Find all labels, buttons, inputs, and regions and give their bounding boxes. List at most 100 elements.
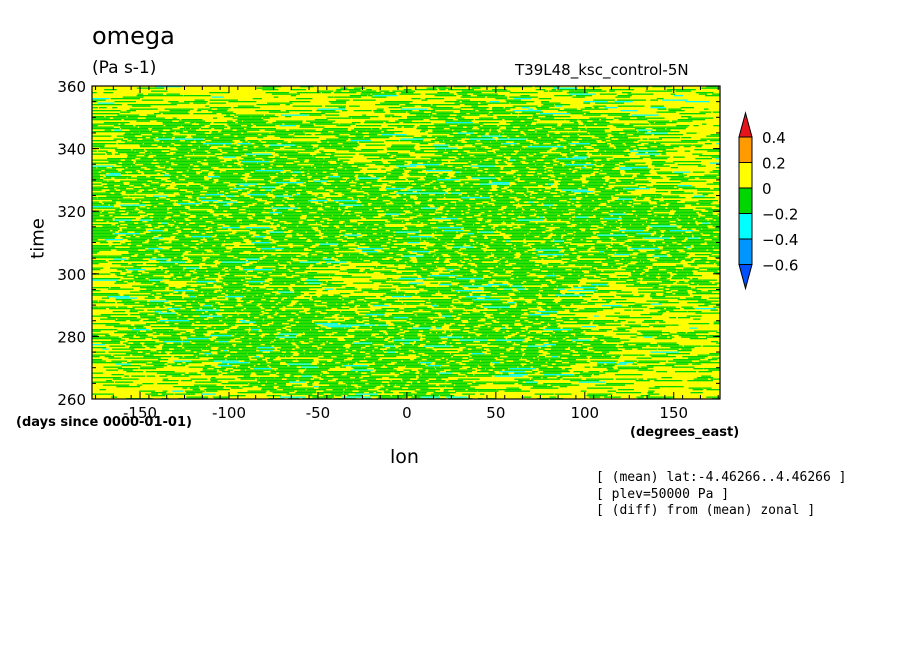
heatmap-streak <box>434 218 458 220</box>
heatmap-streak <box>545 240 551 242</box>
heatmap-streak <box>192 191 201 193</box>
heatmap-streak <box>178 233 202 235</box>
heatmap-streak <box>103 366 122 368</box>
heatmap-streak <box>391 185 421 187</box>
heatmap-streak <box>124 168 145 170</box>
heatmap-streak <box>637 149 666 151</box>
heatmap-streak <box>282 288 289 290</box>
heatmap-streak <box>597 209 627 211</box>
heatmap-streak <box>435 251 455 253</box>
heatmap-streak <box>497 230 522 232</box>
heatmap-streak <box>103 219 113 221</box>
heatmap-streak <box>493 195 499 197</box>
heatmap-streak <box>236 186 259 188</box>
heatmap-streak <box>332 342 352 344</box>
heatmap-streak <box>492 107 504 109</box>
heatmap-streak <box>509 137 538 139</box>
heatmap-streak <box>484 206 502 208</box>
heatmap-streak <box>684 278 690 280</box>
heatmap-streak <box>601 153 629 155</box>
heatmap-streak <box>386 171 405 173</box>
heatmap-streak <box>216 297 226 299</box>
heatmap-streak <box>163 333 177 335</box>
heatmap-streak <box>359 341 388 343</box>
heatmap-streak <box>464 221 485 223</box>
heatmap-streak <box>622 92 632 94</box>
heatmap-streak <box>217 138 245 140</box>
heatmap-streak <box>560 300 587 302</box>
heatmap-streak <box>474 119 503 121</box>
heatmap-streak <box>179 128 186 130</box>
heatmap-streak <box>570 348 584 350</box>
heatmap-streak <box>592 323 606 325</box>
heatmap-streak <box>295 176 307 178</box>
heatmap-streak <box>693 368 703 370</box>
heatmap-streak <box>180 249 205 251</box>
heatmap-streak <box>474 155 497 157</box>
heatmap-streak <box>640 203 650 205</box>
heatmap-streak <box>231 159 237 161</box>
heatmap-streak <box>363 222 388 224</box>
heatmap-streak <box>430 393 451 395</box>
heatmap-streak <box>519 225 541 227</box>
heatmap-streak <box>377 266 387 268</box>
heatmap-streak <box>404 338 420 340</box>
heatmap-streak <box>173 386 200 388</box>
heatmap-streak <box>683 308 695 310</box>
heatmap-streak <box>190 299 205 301</box>
heatmap-streak <box>353 354 377 356</box>
heatmap-streak <box>299 161 304 163</box>
heatmap-streak <box>331 144 360 146</box>
heatmap-streak <box>279 125 296 127</box>
heatmap-streak <box>428 371 440 373</box>
heatmap-streak <box>530 387 559 389</box>
heatmap-streak <box>541 266 547 268</box>
heatmap-streak <box>296 180 308 182</box>
heatmap-streak <box>445 330 451 332</box>
heatmap-streak <box>318 228 324 230</box>
heatmap-streak <box>269 390 295 392</box>
heatmap-streak <box>405 159 435 161</box>
heatmap-streak <box>519 200 550 202</box>
heatmap-streak <box>598 296 615 298</box>
heatmap-streak <box>223 116 234 118</box>
heatmap-streak <box>200 147 210 149</box>
heatmap-streak <box>333 375 362 377</box>
heatmap-streak <box>185 179 205 181</box>
heatmap-streak <box>512 120 521 122</box>
heatmap-streak <box>243 158 255 160</box>
heatmap-streak <box>240 299 261 301</box>
heatmap-streak <box>116 135 135 137</box>
heatmap-streak <box>437 150 453 152</box>
heatmap-streak <box>131 263 143 265</box>
heatmap-streak <box>112 378 139 380</box>
heatmap-streak <box>683 345 701 347</box>
heatmap-streak <box>651 177 663 179</box>
heatmap-streak <box>546 275 557 277</box>
heatmap-streak <box>111 360 127 362</box>
heatmap-streak <box>198 240 205 242</box>
heatmap-streak <box>322 224 346 226</box>
heatmap-streak <box>344 389 368 391</box>
heatmap-streak <box>117 330 140 332</box>
heatmap-streak <box>92 131 118 133</box>
heatmap-streak <box>189 176 204 178</box>
heatmap-streak <box>470 206 484 208</box>
heatmap-streak <box>454 102 478 104</box>
heatmap-streak <box>639 156 670 158</box>
heatmap-streak <box>400 105 415 107</box>
heatmap-streak <box>336 162 348 164</box>
heatmap-streak <box>526 242 541 244</box>
heatmap-streak <box>534 243 555 245</box>
heatmap-streak <box>561 189 589 191</box>
heatmap-streak <box>185 293 208 295</box>
heatmap-streak <box>356 306 371 308</box>
heatmap-streak <box>701 87 720 89</box>
heatmap-streak <box>482 219 488 221</box>
heatmap-streak <box>92 206 114 208</box>
heatmap-streak <box>379 156 390 158</box>
heatmap-streak <box>698 165 706 167</box>
heatmap-streak <box>276 374 285 376</box>
heatmap-streak <box>455 117 465 119</box>
heatmap-streak <box>663 231 686 233</box>
